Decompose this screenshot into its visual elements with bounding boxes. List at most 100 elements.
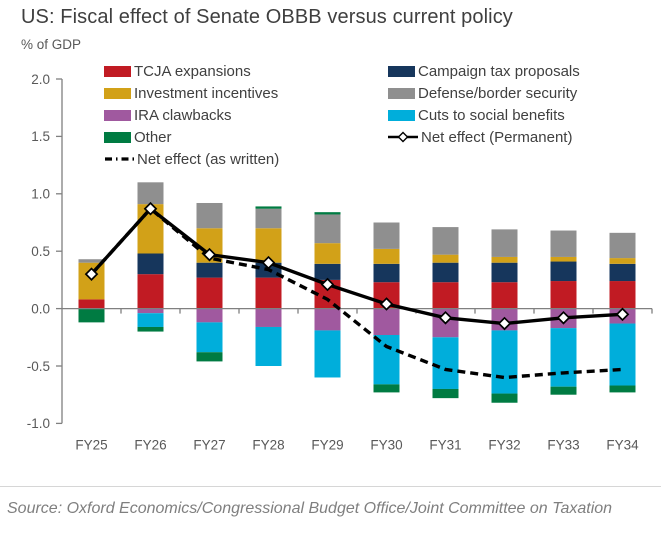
bar-segment [314, 214, 341, 244]
legend-label: Net effect (as written) [137, 150, 280, 168]
y-axis-label: 0.0 [31, 301, 50, 316]
bar-segment [550, 281, 577, 309]
bar-segment [609, 232, 636, 259]
bar-segment [373, 222, 400, 249]
bar-segment [609, 281, 636, 309]
legend-item-cuts: Cuts to social benefits [388, 106, 565, 124]
bar-segment [314, 263, 341, 280]
legend-item-tcja: TCJA expansions [104, 62, 251, 80]
x-axis-label: FY28 [252, 437, 284, 452]
source-text: Source: Oxford Economics/Congressional B… [7, 500, 613, 517]
bar-segment [491, 330, 518, 394]
bar-segment [314, 330, 341, 378]
bar-segment [491, 393, 518, 403]
bar-segment [196, 202, 223, 229]
legend-swatch-ira [104, 109, 131, 121]
bar-segment [432, 227, 459, 255]
legend-label: Cuts to social benefits [418, 106, 565, 124]
legend-swatch-campaign [388, 65, 415, 77]
x-axis-label: FY31 [429, 437, 461, 452]
diamond-marker [202, 247, 217, 262]
bar-segment [314, 243, 341, 264]
x-axis-label: FY30 [370, 437, 402, 452]
bar-segment [491, 229, 518, 257]
page-subtitle: % of GDP [21, 37, 82, 52]
y-axis-label: 0.5 [31, 244, 50, 259]
legend-label: Investment incentives [134, 84, 279, 102]
diamond-marker [438, 310, 453, 325]
legend-swatch-cuts [388, 109, 415, 121]
diamond-marker [497, 316, 512, 331]
x-axis-label: FY32 [488, 437, 520, 452]
bar-segment [196, 352, 223, 362]
y-axis-label: -1.0 [27, 416, 50, 431]
diamond-line-icon [388, 131, 418, 143]
chart-canvas: 2.0 1.5 1.0 0.5 0.0 -0.5 -1.0 FY25 FY26 FY27 FY28 F… [27, 72, 653, 452]
diamond-marker [261, 255, 276, 270]
bar-segment [255, 277, 282, 309]
dashed-line-icon [105, 157, 134, 161]
bar-segment [255, 206, 282, 209]
bar-segment [137, 308, 164, 314]
page-title: US: Fiscal effect of Senate OBBB versus … [21, 6, 513, 28]
y-axis-label: 2.0 [31, 72, 50, 87]
bar-segment [432, 337, 459, 389]
bar-segment [78, 299, 105, 309]
diamond-marker [84, 267, 99, 281]
bar-segment [255, 308, 282, 327]
legend-swatch-defense [388, 87, 415, 99]
bar-segment [78, 259, 105, 263]
bar-segment [491, 282, 518, 309]
source-separator [0, 486, 661, 487]
x-axis-label: FY25 [75, 437, 107, 452]
x-axis-label: FY33 [547, 437, 579, 452]
bar-segment [491, 256, 518, 263]
legend-item-net-permanent: Net effect (Permanent) [388, 128, 572, 146]
bar-segment [373, 335, 400, 385]
diamond-marker [615, 307, 630, 322]
y-axis-label: 1.5 [31, 129, 50, 144]
bar-segment [137, 253, 164, 275]
diamond-marker [320, 277, 335, 292]
bar-segment [491, 262, 518, 283]
bar-segment [137, 182, 164, 205]
y-axis-label: -0.5 [27, 359, 50, 374]
legend-label: Campaign tax proposals [418, 62, 580, 80]
x-axis-label: FY27 [193, 437, 225, 452]
x-axis-label: FY26 [134, 437, 166, 452]
bar-segment [550, 230, 577, 257]
bar-segment [255, 326, 282, 366]
diamond-marker [556, 310, 571, 325]
chart-area: 2.0 1.5 1.0 0.5 0.0 -0.5 -1.0 FY25 FY26 FY27 FY28 F… [0, 55, 661, 465]
bar-segment [196, 262, 223, 278]
bar-segment [373, 308, 400, 336]
legend-swatch-investment [104, 87, 131, 99]
legend-swatch-tcja [104, 65, 131, 77]
bar-segment [196, 322, 223, 353]
bar-segment [609, 258, 636, 264]
bar-segment [196, 308, 223, 323]
diamond-marker [143, 201, 158, 216]
x-axis-label: FY29 [311, 437, 343, 452]
bar-segment [432, 388, 459, 399]
bar-segment [314, 308, 341, 331]
legend-label: IRA clawbacks [134, 106, 232, 124]
bar-segment [137, 274, 164, 309]
bar-segment [373, 248, 400, 264]
legend-item-net-as-written: Net effect (as written) [104, 150, 279, 168]
legend-item-investment: Investment incentives [104, 84, 278, 102]
bar-segment [137, 313, 164, 327]
legend-item-defense: Defense/border security [388, 84, 577, 102]
bar-segment [255, 208, 282, 229]
bar-segment [314, 212, 341, 215]
bar-segment [550, 386, 577, 395]
bar-segment [432, 282, 459, 309]
legend-item-campaign: Campaign tax proposals [388, 62, 580, 80]
legend-label: TCJA expansions [134, 62, 251, 80]
bar-segment [550, 256, 577, 262]
bar-segment [609, 263, 636, 282]
y-axis-label: 1.0 [31, 187, 50, 202]
bar-segment [137, 326, 164, 332]
legend-label: Defense/border security [418, 84, 578, 102]
